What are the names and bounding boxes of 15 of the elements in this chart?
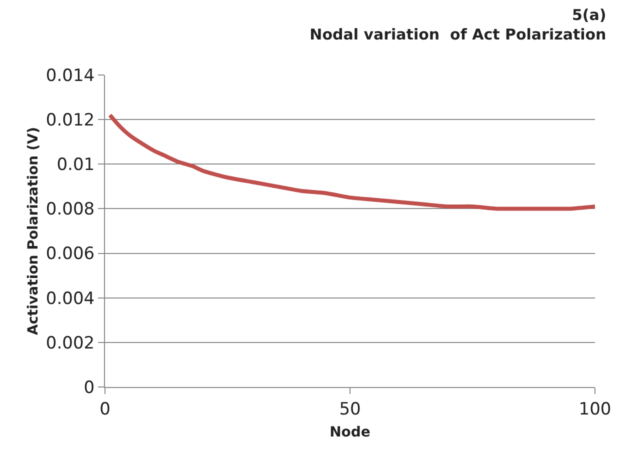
y-axis-title: Activation Polarization (V) (26, 126, 42, 336)
y-tick-label: 0.004 (46, 288, 95, 309)
y-tick-label: 0 (84, 378, 95, 398)
y-tick-label: 0.002 (46, 333, 95, 354)
y-tick-label: 0.012 (46, 110, 95, 131)
x-tick-label: 50 (339, 399, 361, 420)
y-tick-label: 0.01 (56, 155, 95, 176)
chart-title: 5(a) Nodal variation of Act Polarization (310, 6, 606, 44)
y-tick-label: 0.008 (46, 200, 95, 220)
x-tick-label: 0 (100, 399, 110, 420)
line-series (108, 113, 595, 211)
y-tick-label: 0.006 (46, 244, 95, 264)
x-tick-label: 100 (578, 399, 612, 420)
x-axis-title: Node (330, 424, 370, 441)
y-tick-label: 0.014 (46, 66, 95, 86)
